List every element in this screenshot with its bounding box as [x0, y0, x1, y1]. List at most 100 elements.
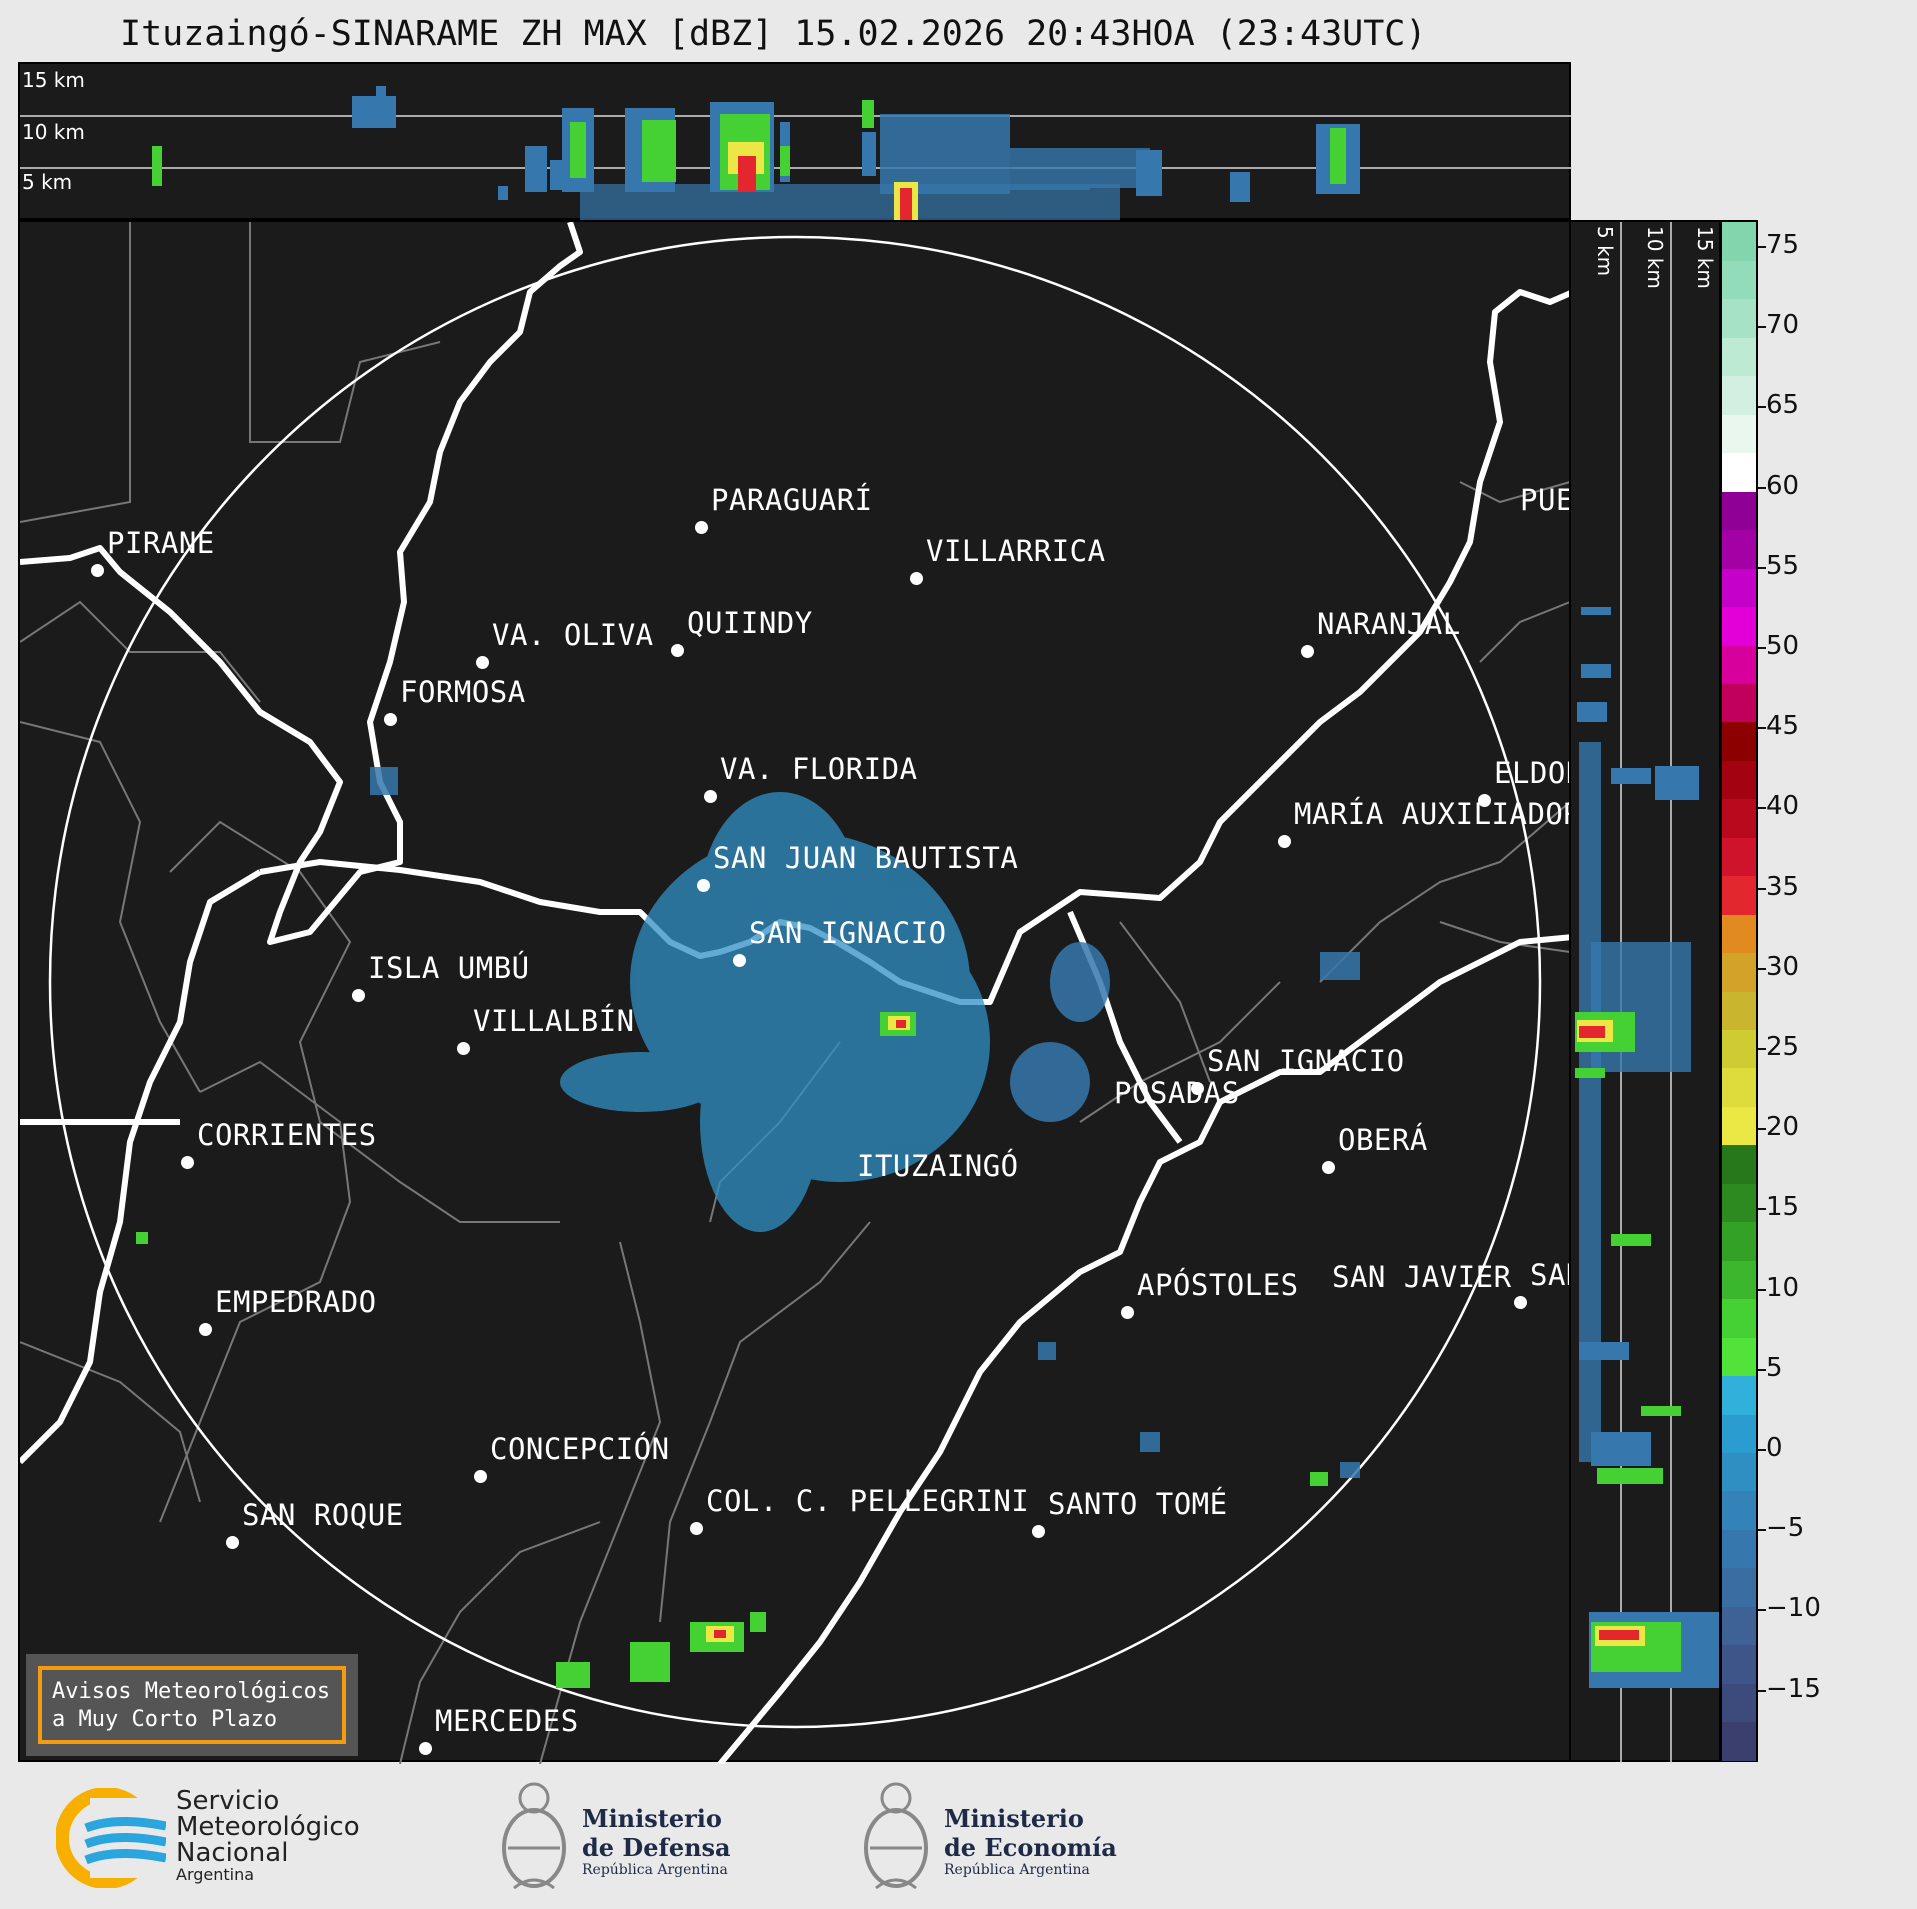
city-dot [474, 1470, 487, 1483]
colorbar-segment [1722, 798, 1756, 838]
height-label-5km-side: 5 km [1593, 226, 1617, 277]
colorbar-tick-label: −10 [1766, 1593, 1821, 1624]
city-label: FORMOSA [400, 675, 526, 709]
side-profile-echoes [1575, 222, 1719, 1764]
colorbar-tick-mark [1758, 566, 1766, 569]
height-label-15km-side: 15 km [1693, 226, 1717, 289]
very-short-term-warnings-button[interactable]: Avisos Meteorológicos a Muy Corto Plazo [26, 1654, 358, 1756]
colorbar-segment [1722, 1106, 1756, 1146]
city-dot [1191, 1082, 1204, 1095]
ministerio-economia-logo: Ministerio de Economía República Argenti… [856, 1776, 1136, 1896]
colorbar-tick-label: −15 [1766, 1673, 1821, 1704]
city-dot [352, 989, 365, 1002]
colorbar-segment [1722, 1029, 1756, 1069]
colorbar-segment [1722, 991, 1756, 1031]
city-label: CONCEPCIÓN [490, 1432, 670, 1466]
city-label: NARANJAL [1317, 607, 1461, 641]
city-label: QUIINDY [687, 606, 813, 640]
colorbar-segment [1722, 375, 1756, 415]
city-label: APÓSTOLES [1137, 1268, 1299, 1302]
colorbar-tick-label: 10 [1766, 1272, 1800, 1303]
city-dot [1278, 835, 1291, 848]
warning-line-2: a Muy Corto Plazo [52, 1707, 278, 1732]
city-label: SAN ROQUE [242, 1498, 404, 1532]
colorbar-tick-mark [1758, 647, 1766, 649]
colorbar-tick-label: 55 [1766, 550, 1800, 581]
city-label: PIRANE [107, 526, 215, 560]
colorbar-segment [1722, 491, 1756, 531]
colorbar-segment [1722, 914, 1756, 954]
defensa-line-1: Ministerio [582, 1804, 722, 1833]
colorbar-tick-mark [1758, 1449, 1766, 1451]
city-dot [1514, 1296, 1527, 1309]
colorbar-segment [1722, 260, 1756, 300]
height-label-10km-side: 10 km [1643, 226, 1667, 289]
colorbar-tick-label: 0 [1766, 1433, 1783, 1463]
city-label: SAN IGNACIO [749, 916, 947, 950]
colorbar-tick-label: 75 [1766, 230, 1800, 260]
economia-line-1: Ministerio [944, 1804, 1084, 1833]
colorbar-tick-label: 45 [1766, 711, 1800, 742]
colorbar-segment [1722, 606, 1756, 646]
colorbar-segment [1722, 721, 1756, 761]
colorbar-tick-mark [1758, 406, 1766, 409]
smn-line-1: Servicio [176, 1786, 280, 1816]
colorbar-segment [1722, 1683, 1756, 1723]
colorbar-tick-mark [1758, 1689, 1766, 1692]
colorbar-tick-mark [1758, 1368, 1766, 1371]
smn-line-2: Meteorológico [176, 1812, 360, 1842]
city-dot [1478, 794, 1491, 807]
city-label: SAN JAVIER [1332, 1260, 1512, 1294]
top-profile-echoes [20, 86, 1573, 220]
colorbar-segment [1722, 1144, 1756, 1184]
colorbar-tick-label: −5 [1766, 1513, 1805, 1544]
city-label: ITUZAINGÓ [857, 1149, 1019, 1183]
economia-line-3: República Argentina [944, 1862, 1090, 1878]
colorbar-tick-mark [1758, 1288, 1766, 1291]
height-label-5km: 5 km [22, 170, 73, 194]
colorbar-tick-mark [1758, 807, 1766, 810]
colorbar-tick-mark [1758, 1048, 1766, 1050]
radar-map: PIRANE PARAGUARÍ VILLARRICA QUIINDY VA. … [18, 220, 1637, 1764]
city-dot [1032, 1525, 1045, 1538]
city-label: SAN JUAN BAUTISTA [713, 841, 1019, 875]
colorbar-segment [1722, 875, 1756, 915]
colorbar-segment [1722, 837, 1756, 877]
colorbar-segment [1722, 760, 1756, 800]
national-coat-of-arms-icon [864, 1782, 928, 1890]
economia-line-2: de Economía [944, 1833, 1117, 1862]
city-dot [199, 1323, 212, 1336]
city-dot [1121, 1306, 1134, 1319]
city-dot [91, 564, 104, 577]
city-dot [690, 1522, 703, 1535]
city-label: VILLARRICA [926, 534, 1106, 568]
city-dot [181, 1156, 194, 1169]
colorbar-tick-mark [1758, 1609, 1766, 1612]
colorbar-tick-label: 25 [1766, 1032, 1800, 1062]
smn-line-4: Argentina [176, 1865, 255, 1884]
city-label: SANTO TOMÉ [1048, 1487, 1228, 1521]
chart-title: Ituzaingó-SINARAME ZH MAX [dBZ] 15.02.20… [120, 14, 1427, 54]
colorbar-tick-mark [1758, 1529, 1766, 1532]
colorbar-segment [1722, 298, 1756, 338]
city-dot [226, 1536, 239, 1549]
smn-line-3: Nacional [176, 1838, 289, 1868]
city-label: MERCEDES [435, 1704, 579, 1738]
city-label: VILLALBÍN [473, 1004, 635, 1038]
colorbar-tick-label: 15 [1766, 1192, 1800, 1223]
colorbar-segment [1722, 452, 1756, 492]
colorbar-segment [1722, 952, 1756, 992]
colorbar-segment [1722, 1567, 1756, 1607]
colorbar-segment [1722, 1183, 1756, 1223]
colorbar-tick-label: 50 [1766, 631, 1800, 661]
city-dot [1301, 645, 1314, 658]
colorbar-segment [1722, 1490, 1756, 1530]
colorbar-segment [1722, 1452, 1756, 1492]
city-label: OBERÁ [1338, 1123, 1428, 1157]
height-label-10km: 10 km [22, 120, 85, 144]
colorbar-segment [1722, 222, 1756, 262]
colorbar-tick-mark [1758, 1128, 1766, 1131]
map-geometry [20, 222, 1573, 1764]
colorbar-segment [1722, 337, 1756, 377]
city-dot [704, 790, 717, 803]
